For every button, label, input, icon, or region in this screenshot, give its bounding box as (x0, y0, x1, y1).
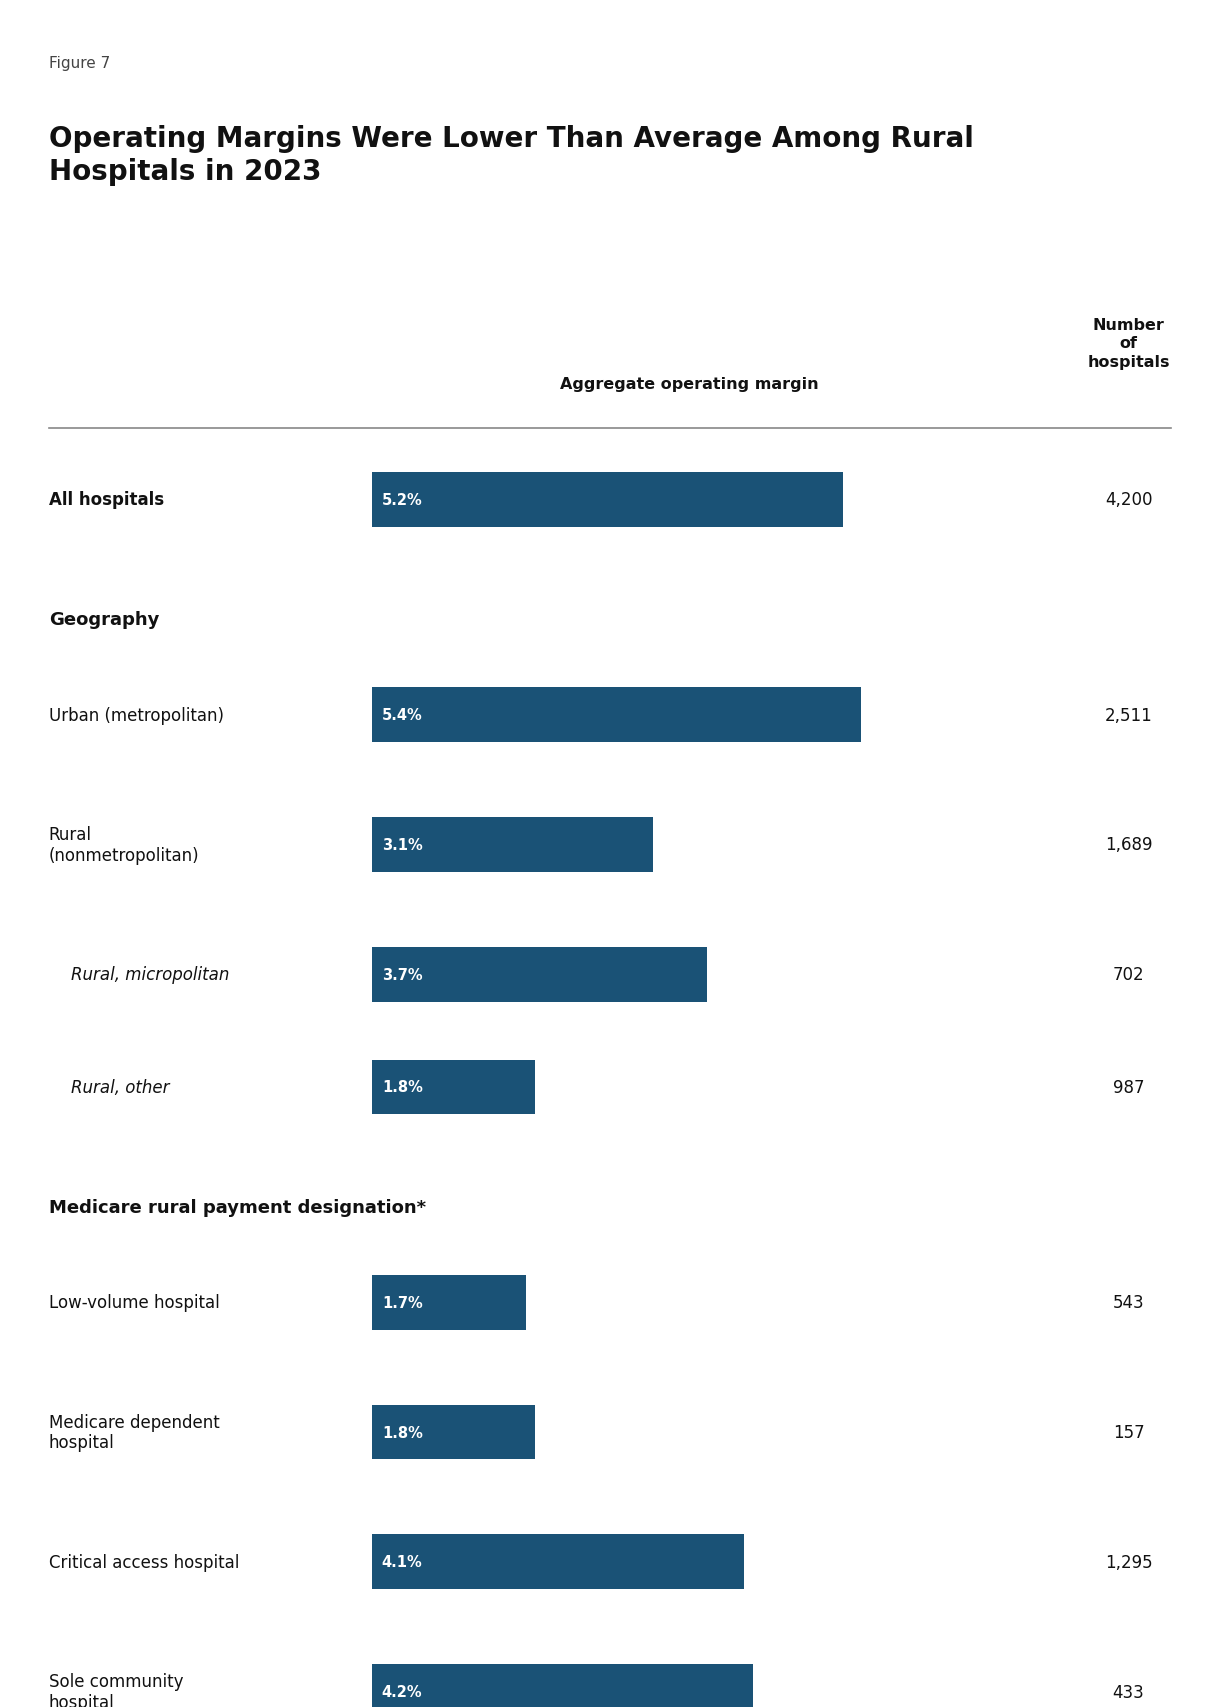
Bar (372, 818, 653, 872)
Text: Number
of
hospitals: Number of hospitals (1087, 318, 1170, 370)
Text: All hospitals: All hospitals (49, 492, 163, 509)
Text: 702: 702 (1113, 966, 1144, 983)
Text: 1,689: 1,689 (1105, 836, 1152, 854)
Text: Operating Margins Were Lower Than Average Among Rural
Hospitals in 2023: Operating Margins Were Lower Than Averag… (49, 125, 974, 186)
Text: 1.8%: 1.8% (382, 1425, 423, 1439)
Bar (372, 688, 861, 743)
Text: Figure 7: Figure 7 (49, 56, 110, 72)
Text: 543: 543 (1113, 1294, 1144, 1311)
Text: 2,511: 2,511 (1104, 707, 1153, 724)
Text: 4.1%: 4.1% (382, 1555, 422, 1569)
Text: Medicare dependent
hospital: Medicare dependent hospital (49, 1413, 220, 1451)
Bar (372, 947, 708, 1002)
Text: 1.7%: 1.7% (382, 1296, 422, 1309)
Text: Sole community
hospital: Sole community hospital (49, 1673, 183, 1707)
Text: 433: 433 (1113, 1683, 1144, 1700)
Text: 5.2%: 5.2% (382, 493, 422, 507)
Text: Urban (metropolitan): Urban (metropolitan) (49, 707, 223, 724)
Text: Medicare rural payment designation*: Medicare rural payment designation* (49, 1198, 426, 1217)
Text: Rural, other: Rural, other (71, 1079, 170, 1096)
Text: Critical access hospital: Critical access hospital (49, 1553, 239, 1570)
Text: Geography: Geography (49, 611, 159, 630)
Bar (372, 1664, 753, 1707)
Bar (372, 1060, 536, 1115)
Text: Rural, micropolitan: Rural, micropolitan (71, 966, 229, 983)
Text: 5.4%: 5.4% (382, 708, 422, 722)
Bar (372, 1275, 526, 1330)
Bar (372, 1535, 744, 1589)
Bar (372, 1405, 536, 1459)
Text: 1,295: 1,295 (1104, 1553, 1153, 1570)
Text: 4.2%: 4.2% (382, 1685, 422, 1698)
Text: 157: 157 (1113, 1424, 1144, 1441)
Text: Low-volume hospital: Low-volume hospital (49, 1294, 220, 1311)
Text: 987: 987 (1113, 1079, 1144, 1096)
Text: 3.7%: 3.7% (382, 968, 422, 982)
Text: Rural
(nonmetropolitan): Rural (nonmetropolitan) (49, 826, 199, 864)
Text: 4,200: 4,200 (1105, 492, 1152, 509)
Text: 1.8%: 1.8% (382, 1081, 423, 1094)
Bar (372, 473, 843, 527)
Text: Aggregate operating margin: Aggregate operating margin (560, 377, 819, 393)
Text: 3.1%: 3.1% (382, 838, 422, 852)
